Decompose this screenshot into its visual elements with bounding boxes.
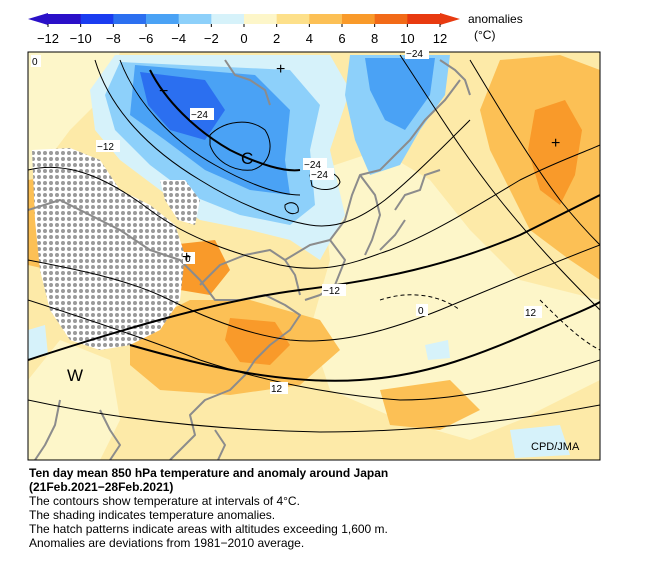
plus-marker: + — [276, 61, 285, 78]
colorbar-label-line1: anomalies — [468, 12, 523, 26]
colorbar-tick-label: 4 — [306, 31, 313, 46]
contour-label: −24 — [304, 160, 321, 171]
anomaly-positive-core-east — [528, 100, 582, 205]
contour-label: −12 — [323, 286, 340, 297]
colorbar-left-arrow — [28, 13, 48, 25]
colorbar-tick-label: 6 — [338, 31, 345, 46]
plus-marker: + — [551, 135, 560, 152]
colorbar-tick-label: 8 — [371, 31, 378, 46]
colorbar-swatch — [80, 14, 114, 24]
colorbar-label-line2: (°C) — [474, 28, 495, 42]
high-terrain-hatch-2 — [160, 180, 200, 225]
colorbar-swatch — [178, 14, 212, 24]
minus-marker: − — [159, 83, 168, 100]
temperature-contours — [28, 54, 600, 433]
high-terrain-hatch — [32, 148, 185, 350]
colorbar-swatch — [113, 14, 147, 24]
contour-label: −24 — [191, 110, 208, 121]
colorbar-swatch — [276, 14, 310, 24]
colorbar-swatches — [48, 14, 441, 24]
contour-label: 0 — [418, 306, 424, 317]
anomaly-negative-small-2 — [425, 340, 450, 360]
plus-marker: + — [182, 249, 191, 266]
colorbar-tick-label: 2 — [273, 31, 280, 46]
temperature-anomaly-map: 0 −12 −24 −24 −24 −24 0 −12 0 12 12 C W … — [27, 47, 601, 461]
colorbar-swatch — [309, 14, 343, 24]
japan-islands — [379, 169, 441, 251]
caption-line2: The shading indicates temperature anomal… — [29, 508, 276, 522]
anomaly-negative-ne-core — [365, 58, 435, 130]
colorbar-swatch — [146, 14, 180, 24]
anomaly-near-zero-area-2 — [310, 150, 600, 440]
contour-label: −24 — [311, 170, 328, 181]
credit-label: CPD/JMA — [531, 441, 580, 453]
anomaly-positive-area-southeast — [380, 380, 480, 430]
colorbar-swatch — [407, 14, 441, 24]
caption-line4: Anomalies are deviations from 1981−2010 … — [29, 536, 305, 550]
colorbar-swatch — [342, 14, 376, 24]
contour-labels: 0 −12 −24 −24 −24 −24 0 −12 0 12 12 — [31, 47, 542, 395]
caption-line1: The contours show temperature at interva… — [29, 494, 300, 508]
contour-label: −12 — [97, 142, 114, 153]
caption-title-line1: Ten day mean 850 hPa temperature and ano… — [29, 466, 389, 480]
colorbar-swatch — [244, 14, 278, 24]
anomaly-colorbar: −12 −10 −8 −6 −4 −2 0 2 4 6 8 10 12 anomalies (°C) — [28, 12, 523, 46]
colorbar-tick-label: −4 — [171, 31, 186, 46]
colorbar-tick-label: −8 — [106, 31, 121, 46]
colorbar-ticks: −12 −10 −8 −6 −4 −2 0 2 4 6 8 10 12 — [37, 24, 447, 46]
contour-label: 0 — [185, 254, 191, 265]
colorbar-right-arrow — [440, 13, 460, 25]
contour-label: 12 — [271, 384, 283, 395]
contour-label: 0 — [32, 57, 38, 68]
colorbar-tick-label: 0 — [240, 31, 247, 46]
caption-line3: The hatch patterns indicate areas with a… — [29, 522, 388, 536]
colorbar-tick-label: 10 — [400, 31, 414, 46]
colorbar-tick-label: −10 — [70, 31, 92, 46]
contour-label: −24 — [406, 49, 423, 60]
colorbar-swatch — [374, 14, 408, 24]
anomaly-negative-small-3 — [510, 425, 570, 458]
colorbar-swatch — [211, 14, 245, 24]
contour-label: 12 — [525, 308, 537, 319]
anomaly-near-zero-area-3 — [28, 340, 120, 460]
anomaly-positive-core-south — [225, 318, 290, 365]
cold-center-marker: C — [241, 149, 253, 168]
colorbar-swatch — [48, 14, 82, 24]
map-frame — [27, 51, 601, 461]
anomaly-dashed-contours — [379, 294, 600, 351]
colorbar-tick-label: −12 — [37, 31, 59, 46]
warm-center-marker: W — [67, 366, 83, 385]
caption-title-line2: (21Feb.2021−28Feb.2021) — [29, 480, 174, 494]
colorbar-tick-label: −6 — [139, 31, 154, 46]
colorbar-tick-label: 12 — [433, 31, 447, 46]
colorbar-tick-label: −2 — [204, 31, 219, 46]
anomaly-negative-small-1 — [28, 325, 48, 360]
map-caption: Ten day mean 850 hPa temperature and ano… — [29, 466, 629, 550]
